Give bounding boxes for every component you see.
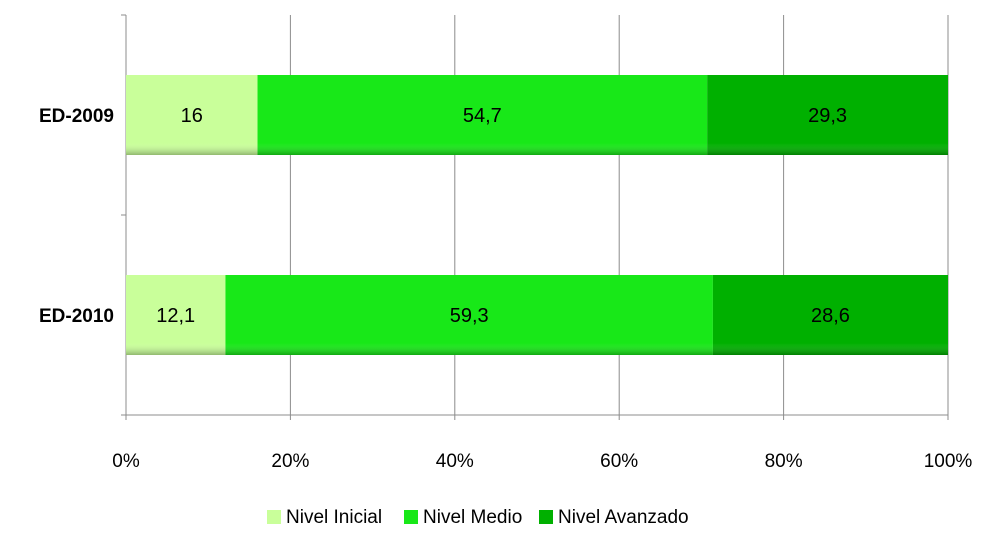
- data-label: 29,3: [808, 105, 847, 127]
- x-tick-label: 40%: [436, 451, 474, 472]
- bar-segment-shading: [257, 75, 708, 155]
- bar-segment-shading: [126, 75, 258, 155]
- data-label: 12,1: [156, 305, 195, 327]
- bar-segment-shading: [712, 275, 948, 355]
- bar-segment-shading: [126, 275, 226, 355]
- category-labels: ED-2009 ED-2010: [39, 106, 114, 327]
- legend-swatch: [404, 510, 418, 524]
- legend-label: Nivel Medio: [423, 507, 522, 528]
- bar-segment-shading: [707, 75, 948, 155]
- bar-segment-shading: [225, 275, 713, 355]
- category-label: ED-2009: [39, 106, 114, 127]
- category-label: ED-2010: [39, 306, 114, 327]
- x-tick-label: 100%: [924, 451, 973, 472]
- data-label: 16: [181, 105, 203, 127]
- data-label: 54,7: [463, 105, 502, 127]
- legend-swatch: [267, 510, 281, 524]
- x-tick-label: 60%: [600, 451, 638, 472]
- x-axis-tick-labels: 0% 20% 40% 60% 80% 100%: [112, 451, 972, 472]
- data-label: 28,6: [811, 305, 850, 327]
- bars: 16 54,7 29,3 12,1 59,3 28,6: [126, 75, 948, 355]
- legend-label: Nivel Avanzado: [558, 507, 689, 528]
- data-label: 59,3: [450, 305, 489, 327]
- x-tick-label: 80%: [765, 451, 803, 472]
- x-tick-label: 0%: [112, 451, 140, 472]
- x-tick-label: 20%: [271, 451, 309, 472]
- legend-swatch: [539, 510, 553, 524]
- legend-label: Nivel Inicial: [286, 507, 382, 528]
- legend: Nivel Inicial Nivel Medio Nivel Avanzado: [267, 507, 689, 528]
